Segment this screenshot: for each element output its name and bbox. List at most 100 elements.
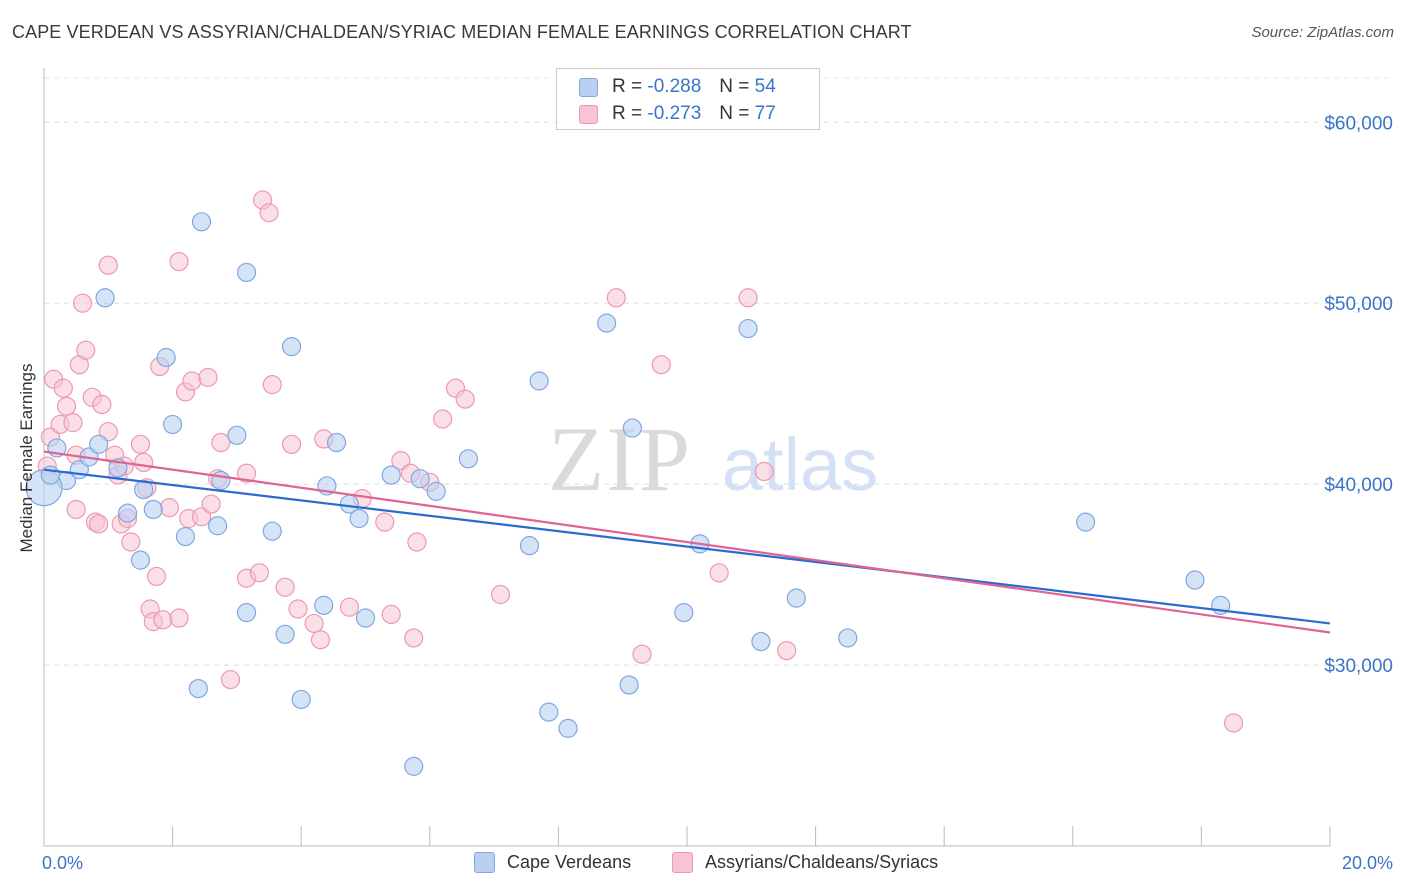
data-point-cape-verdeans bbox=[227, 425, 247, 445]
legend-r-label: R = bbox=[612, 103, 643, 124]
data-point-assyrians bbox=[220, 669, 241, 690]
data-point-assyrians bbox=[738, 288, 758, 308]
data-point-assyrians bbox=[63, 413, 83, 433]
bottom-legend-label: Cape Verdeans bbox=[507, 852, 632, 872]
data-point-assyrians bbox=[169, 608, 189, 628]
data-point-assyrians bbox=[262, 375, 282, 395]
bottom-legend-item-cape-verdeans: Cape Verdeans bbox=[474, 852, 631, 873]
data-point-cape-verdeans bbox=[539, 702, 559, 722]
data-point-assyrians bbox=[407, 532, 427, 552]
data-point-assyrians bbox=[381, 604, 401, 625]
trend-line-cape-verdeans bbox=[43, 468, 1331, 625]
data-point-assyrians bbox=[651, 355, 671, 375]
data-point-assyrians bbox=[1223, 713, 1244, 733]
data-point-assyrians bbox=[201, 494, 221, 514]
data-point-assyrians bbox=[754, 461, 774, 482]
data-point-cape-verdeans bbox=[89, 434, 109, 454]
legend-r-value: -0.288 bbox=[647, 76, 702, 97]
data-point-cape-verdeans bbox=[597, 313, 617, 333]
data-point-assyrians bbox=[709, 563, 729, 583]
legend-swatch-pink bbox=[579, 104, 598, 124]
data-point-assyrians bbox=[92, 394, 112, 415]
data-point-assyrians bbox=[89, 514, 109, 534]
data-point-assyrians bbox=[259, 203, 279, 223]
legend-r-value: -0.273 bbox=[647, 103, 702, 124]
data-point-cape-verdeans bbox=[262, 521, 282, 541]
data-point-assyrians bbox=[275, 577, 295, 597]
data-point-cape-verdeans bbox=[1185, 570, 1205, 590]
data-point-assyrians bbox=[281, 434, 302, 454]
data-point-cape-verdeans bbox=[175, 527, 196, 547]
data-point-assyrians bbox=[153, 610, 173, 630]
data-point-cape-verdeans bbox=[738, 318, 758, 339]
legend-n-value: 77 bbox=[754, 103, 776, 124]
data-point-cape-verdeans bbox=[751, 631, 771, 652]
data-point-assyrians bbox=[632, 644, 652, 664]
data-point-cape-verdeans bbox=[410, 469, 430, 489]
data-point-cape-verdeans bbox=[381, 465, 401, 485]
trend-line-assyrians bbox=[43, 450, 1331, 634]
data-point-assyrians bbox=[76, 340, 96, 360]
data-point-assyrians bbox=[288, 599, 308, 619]
bottom-legend-swatch-blue bbox=[474, 852, 495, 873]
legend-swatch-blue bbox=[579, 77, 598, 97]
data-point-assyrians bbox=[211, 432, 231, 453]
data-point-assyrians bbox=[310, 630, 331, 650]
legend-r-label: R = bbox=[612, 76, 643, 97]
legend-n-label: N = bbox=[719, 76, 750, 97]
data-point-cape-verdeans bbox=[130, 550, 151, 570]
data-point-assyrians bbox=[146, 566, 167, 587]
data-point-assyrians bbox=[490, 584, 511, 605]
bottom-legend-item-assyrians: Assyrians/Chaldeans/Syriacs bbox=[672, 852, 938, 873]
data-point-assyrians bbox=[375, 512, 395, 532]
data-point-cape-verdeans bbox=[674, 602, 694, 623]
data-point-assyrians bbox=[304, 613, 324, 634]
y-tick-label: $60,000 bbox=[1324, 113, 1393, 134]
chart-title: CAPE VERDEAN VS ASSYRIAN/CHALDEAN/SYRIAC… bbox=[12, 22, 912, 42]
data-point-cape-verdeans bbox=[314, 595, 334, 615]
data-point-assyrians bbox=[404, 628, 424, 648]
source-note: Source: ZipAtlas.com bbox=[1251, 24, 1394, 41]
y-axis-label: Median Female Earnings bbox=[17, 363, 36, 553]
data-point-assyrians bbox=[236, 463, 257, 483]
data-point-cape-verdeans bbox=[291, 689, 311, 710]
data-point-assyrians bbox=[606, 288, 626, 308]
legend-box: R = -0.288 N = 54 R = -0.273 N = 77 bbox=[556, 68, 820, 130]
data-point-assyrians bbox=[777, 640, 797, 661]
data-point-cape-verdeans bbox=[275, 624, 295, 644]
data-point-cape-verdeans bbox=[838, 628, 858, 648]
data-point-cape-verdeans bbox=[188, 678, 208, 699]
data-point-assyrians bbox=[72, 293, 93, 313]
watermark: ZIP atlas bbox=[548, 408, 878, 510]
data-point-cape-verdeans bbox=[529, 371, 549, 391]
data-point-cape-verdeans bbox=[619, 675, 639, 695]
tick-labels: $30,000 $40,000 $50,000 $60,000 0.0% 20.0% bbox=[42, 113, 1393, 873]
data-point-cape-verdeans bbox=[211, 470, 231, 491]
data-point-cape-verdeans bbox=[163, 414, 183, 435]
x-tick-label: 0.0% bbox=[42, 853, 83, 873]
data-point-assyrians bbox=[433, 409, 453, 429]
data-point-assyrians bbox=[56, 396, 77, 416]
bottom-legend: Cape Verdeans Assyrians/Chaldeans/Syriac… bbox=[0, 852, 1406, 878]
data-point-assyrians bbox=[249, 563, 270, 583]
y-tick-label: $30,000 bbox=[1324, 656, 1393, 677]
data-point-cape-verdeans bbox=[1076, 512, 1096, 532]
y-tick-label: $40,000 bbox=[1324, 475, 1393, 496]
legend-n-value: 54 bbox=[754, 76, 776, 97]
legend-row-cape-verdeans: R = -0.288 N = 54 bbox=[579, 75, 776, 99]
data-point-assyrians bbox=[169, 251, 189, 272]
data-point-assyrians bbox=[159, 498, 179, 518]
x-tick-label: 20.0% bbox=[1342, 853, 1393, 873]
data-point-cape-verdeans bbox=[622, 418, 642, 438]
data-point-cape-verdeans bbox=[236, 262, 257, 283]
data-point-assyrians bbox=[66, 499, 86, 520]
series-cape-verdeans-points bbox=[25, 212, 1231, 776]
data-point-cape-verdeans bbox=[281, 337, 302, 357]
data-point-assyrians bbox=[130, 434, 151, 454]
data-point-cape-verdeans bbox=[426, 481, 446, 501]
data-point-assyrians bbox=[98, 422, 118, 442]
data-point-cape-verdeans bbox=[349, 508, 369, 529]
data-point-cape-verdeans bbox=[143, 499, 163, 520]
data-point-cape-verdeans bbox=[95, 288, 115, 308]
